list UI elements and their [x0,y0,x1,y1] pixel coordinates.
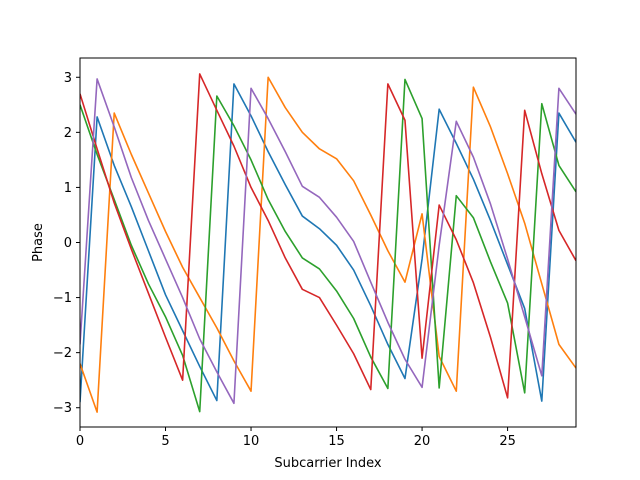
y-tick-label: 2 [64,126,72,141]
y-axis-ticks: −3 −2 −1 0 1 2 3 [53,71,80,416]
x-tick-label: 15 [328,434,345,449]
x-axis-ticks: 0 5 10 15 20 25 [76,427,516,449]
x-tick-label: 10 [243,434,260,449]
series-line-5 [80,78,576,405]
y-tick-label: 3 [64,71,72,86]
x-axis-label: Subcarrier Index [274,456,381,471]
y-axis-label: Phase [31,223,46,262]
series-line-4 [80,73,576,399]
y-tick-label: −1 [53,291,72,306]
x-tick-label: 20 [414,434,431,449]
x-tick-label: 25 [499,434,516,449]
x-tick-label: 0 [76,434,84,449]
series-line-1 [80,83,576,403]
y-tick-label: −2 [53,346,72,361]
series-line-3 [80,78,576,413]
series-lines [80,73,576,413]
y-tick-label: 0 [64,236,72,251]
series-line-2 [80,76,576,413]
x-tick-label: 5 [161,434,169,449]
y-tick-label: 1 [64,181,72,196]
y-tick-label: −3 [53,401,72,416]
plot-frame [79,57,577,428]
